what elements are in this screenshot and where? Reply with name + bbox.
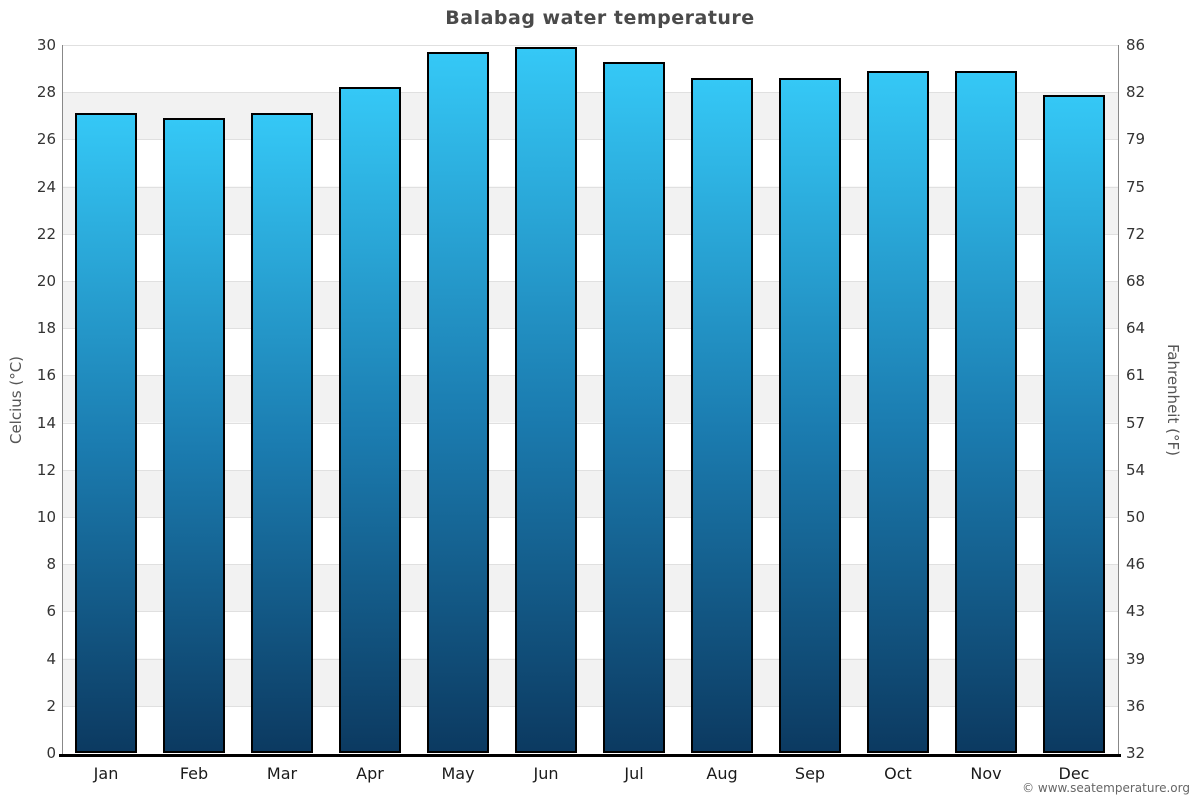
y-tick-label-fahrenheit: 46 — [1126, 555, 1146, 574]
y-axis-title-fahrenheit: Fahrenheit (°F) — [1164, 344, 1182, 456]
x-tick-label-oct: Oct — [884, 764, 912, 783]
y-tick-label-celsius: 14 — [36, 413, 56, 432]
bar-jan — [75, 113, 137, 753]
y-tick-label-celsius: 18 — [36, 319, 56, 338]
y-tick-label-fahrenheit: 57 — [1126, 413, 1146, 432]
gridline — [62, 328, 1118, 330]
x-tick-label-feb: Feb — [179, 764, 209, 783]
gridline — [62, 92, 1118, 94]
right-axis-spine — [1118, 45, 1119, 756]
y-tick-label-fahrenheit: 50 — [1126, 508, 1146, 526]
gridline — [62, 611, 1118, 613]
watermark: © www.seatemperature.org — [1022, 781, 1190, 795]
y-tick-label-fahrenheit: 68 — [1126, 272, 1146, 290]
left-axis-spine — [62, 45, 63, 756]
x-tick-label-may: May — [441, 764, 475, 783]
bar-dec — [1043, 94, 1105, 753]
x-tick-label-sep: Sep — [794, 764, 826, 783]
x-tick-label-jun: Jun — [533, 764, 559, 783]
y-tick-label-celsius: 28 — [36, 83, 56, 102]
chart-title: Balabag water temperature — [445, 7, 755, 29]
x-tick-label-jul: Jul — [624, 764, 644, 783]
gridline — [62, 517, 1118, 518]
x-tick-label-apr: Apr — [356, 764, 384, 783]
y-tick-label-fahrenheit: 54 — [1126, 460, 1146, 479]
bar-jun — [515, 47, 577, 753]
gridline — [62, 281, 1118, 282]
y-tick-label-fahrenheit: 36 — [1126, 696, 1146, 715]
plot-area — [62, 45, 1118, 753]
x-tick-label-dec: Dec — [1058, 764, 1090, 783]
gridline — [62, 564, 1118, 566]
bar-nov — [955, 70, 1017, 753]
y-tick-label-celsius: 26 — [36, 130, 56, 149]
gridline — [62, 139, 1118, 141]
bar-oct — [867, 70, 929, 753]
y-tick-label-celsius: 8 — [46, 555, 56, 574]
y-tick-label-fahrenheit: 86 — [1126, 36, 1146, 54]
y-tick-label-fahrenheit: 61 — [1126, 366, 1146, 385]
y-tick-label-fahrenheit: 75 — [1126, 177, 1146, 196]
bar-may — [427, 52, 489, 753]
y-tick-label-fahrenheit: 72 — [1126, 224, 1146, 243]
gridline — [62, 658, 1118, 660]
y-tick-label-celsius: 10 — [36, 508, 56, 526]
gridline — [62, 45, 1118, 46]
y-tick-label-fahrenheit: 39 — [1126, 649, 1146, 668]
y-tick-label-fahrenheit: 32 — [1126, 744, 1146, 762]
gridline — [62, 375, 1118, 377]
y-tick-label-celsius: 0 — [46, 744, 56, 762]
y-tick-label-celsius: 2 — [46, 696, 56, 715]
x-tick-label-nov: Nov — [970, 764, 1002, 783]
y-tick-label-celsius: 16 — [36, 366, 56, 385]
x-tick-label-aug: Aug — [706, 764, 738, 783]
bar-mar — [251, 113, 313, 753]
y-tick-label-celsius: 24 — [36, 177, 56, 196]
y-tick-label-celsius: 4 — [46, 649, 56, 668]
y-tick-label-celsius: 22 — [36, 224, 56, 243]
bar-sep — [779, 78, 841, 753]
y-tick-label-celsius: 12 — [36, 460, 56, 479]
y-tick-label-celsius: 20 — [36, 272, 56, 290]
gridline — [62, 422, 1118, 424]
y-tick-label-fahrenheit: 43 — [1126, 602, 1146, 621]
y-tick-label-fahrenheit: 82 — [1126, 83, 1146, 102]
x-tick-label-jan: Jan — [93, 764, 119, 783]
gridline — [62, 186, 1118, 188]
bar-jul — [603, 61, 665, 753]
bar-aug — [691, 78, 753, 753]
y-tick-label-fahrenheit: 79 — [1126, 130, 1146, 149]
y-tick-label-celsius: 6 — [46, 602, 56, 621]
y-tick-label-fahrenheit: 64 — [1126, 319, 1146, 338]
x-axis-line — [59, 754, 1121, 757]
bar-apr — [339, 87, 401, 753]
gridline — [62, 469, 1118, 471]
gridline — [62, 233, 1118, 235]
y-tick-label-celsius: 30 — [36, 36, 56, 54]
bar-feb — [163, 118, 225, 753]
gridline — [62, 705, 1118, 707]
x-tick-label-mar: Mar — [266, 764, 298, 783]
